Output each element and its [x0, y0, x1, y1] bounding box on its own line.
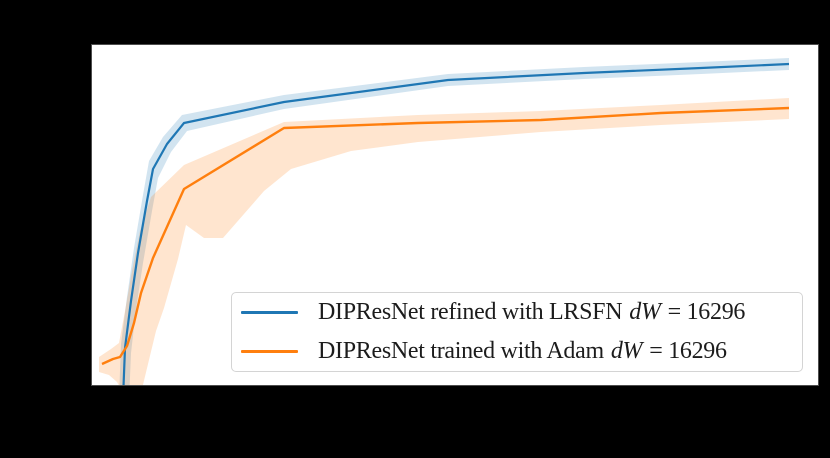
legend-label: DIPResNet trained with Adam dW = 16296: [318, 338, 727, 365]
legend: DIPResNet refined with LRSFN dW = 16296 DI…: [231, 292, 803, 372]
legend-label-prefix: DIPResNet refined with LRSFN: [318, 299, 623, 325]
legend-label-variable: dW: [610, 338, 643, 364]
orange-confidence-band: [99, 98, 789, 385]
blue-series-line: [122, 62, 790, 385]
plot-area: DIPResNet refined with LRSFN dW = 16296 DI…: [91, 44, 819, 386]
legend-label-prefix: DIPResNet trained with Adam: [318, 338, 604, 364]
legend-label-value: = 16296: [667, 299, 746, 325]
legend-entry-lrsfn: DIPResNet refined with LRSFN dW = 16296: [241, 296, 802, 329]
legend-label-variable: dW: [629, 299, 661, 325]
orange-series-line: [101, 106, 790, 366]
chart-canvas: [99, 58, 790, 385]
legend-label: DIPResNet refined with LRSFN dW = 16296: [318, 299, 745, 326]
legend-label-value: = 16296: [649, 338, 727, 364]
legend-line-sample-orange: [241, 350, 298, 353]
legend-line-sample-blue: [241, 311, 298, 314]
legend-entry-adam: DIPResNet trained with Adam dW = 16296: [241, 335, 802, 368]
